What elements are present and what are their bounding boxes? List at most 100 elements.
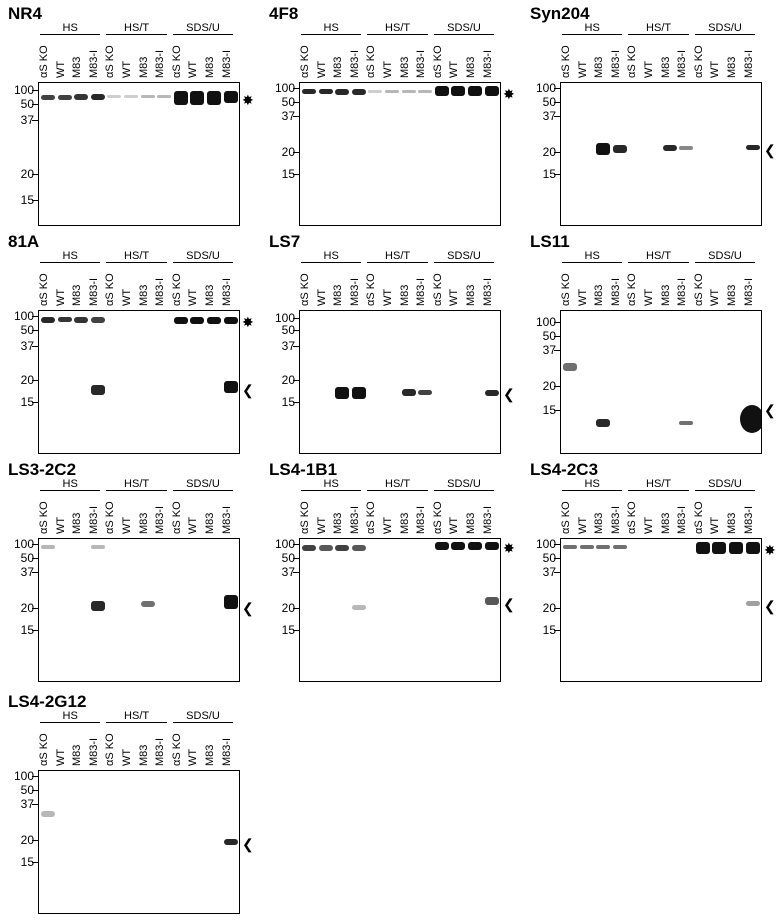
protein-band	[302, 89, 316, 94]
blot-image	[38, 82, 240, 226]
mw-marker-tick	[554, 386, 560, 387]
protein-band	[418, 90, 433, 93]
mw-marker-label: 100	[13, 537, 34, 551]
protein-band	[41, 811, 55, 817]
arrowhead-marker: ❮	[764, 142, 776, 158]
panel-title: 81A	[8, 232, 40, 251]
mw-marker-label: 37	[20, 113, 34, 127]
blot-panel: LS4-2C3 HS αS KO WT M83 M83-I HS/T αS KO WT M83 M8…	[526, 460, 776, 685]
lane-label: WT	[54, 60, 67, 78]
protein-band	[223, 839, 238, 845]
lane-label: αS KO	[626, 273, 639, 306]
protein-band	[596, 545, 611, 549]
protein-band	[679, 421, 694, 425]
group-label: HS	[40, 22, 101, 35]
panel-title: LS4-2C3	[530, 460, 599, 479]
lane-label: M83	[71, 512, 84, 534]
mw-marker-label: 100	[535, 81, 556, 95]
protein-band	[207, 317, 221, 324]
protein-band	[484, 86, 499, 96]
blot-panel: 4F8 HS αS KO WT M83 M83-I HS/T αS KO WT M83 M83-I S…	[265, 4, 515, 229]
protein-band	[41, 317, 55, 323]
lane-label: M83-I	[154, 277, 167, 306]
mw-marker-tick	[32, 402, 38, 403]
blot-image	[299, 82, 501, 226]
lane-label: M83	[332, 284, 345, 306]
lane-label: αS KO	[104, 273, 117, 306]
lane-label: WT	[54, 288, 67, 306]
lane-label: αS KO	[104, 733, 117, 766]
mw-marker-tick	[554, 608, 560, 609]
mw-marker-tick	[554, 558, 560, 559]
protein-band	[223, 595, 238, 609]
mw-marker-label: 100	[13, 83, 34, 97]
lane-label: WT	[709, 60, 722, 78]
mw-marker-label: 15	[281, 167, 295, 181]
blot-image	[299, 538, 501, 682]
panel-title: NR4	[8, 4, 43, 23]
lane-label: αS KO	[560, 273, 572, 306]
mw-marker-tick	[32, 630, 38, 631]
mw-marker-label: 20	[281, 373, 295, 387]
lane-label: M83	[204, 284, 216, 306]
panel-title: LS7	[269, 232, 301, 251]
mw-marker-tick	[554, 630, 560, 631]
lane-label: M83-I	[481, 277, 494, 306]
panel-title: LS11	[530, 232, 570, 251]
lane-label: M83	[398, 512, 411, 534]
arrowhead-marker: ❮	[764, 598, 776, 614]
panel-title: LS3-2C2	[8, 460, 77, 479]
lane-label: M83	[204, 56, 216, 78]
lane-label: WT	[382, 516, 394, 534]
panel-title: 4F8	[269, 4, 299, 23]
group-label: HS/T	[106, 710, 167, 723]
lane-label: αS KO	[626, 501, 639, 534]
protein-band	[107, 95, 122, 98]
mw-marker-tick	[554, 544, 560, 545]
mw-marker-label: 15	[542, 403, 556, 417]
protein-band	[401, 389, 416, 396]
protein-band	[612, 545, 627, 549]
lane-label: WT	[187, 748, 200, 766]
protein-band	[662, 145, 677, 151]
blot-panel: NR4 HS αS KO WT M83 M83-I HS/T αS KO WT M83 M83-I S…	[4, 4, 254, 229]
lane-label: M83	[398, 284, 411, 306]
group-label: SDS/U	[694, 22, 756, 35]
protein-band	[57, 317, 72, 322]
mw-marker-tick	[293, 630, 299, 631]
blot-panel: Syn204 HS αS KO WT M83 M83-I HS/T αS KO WT M83 M83…	[526, 4, 776, 229]
mw-marker-tick	[293, 380, 299, 381]
mw-marker-label: 15	[20, 623, 34, 637]
mw-marker-tick	[32, 544, 38, 545]
mw-marker-tick	[293, 116, 299, 117]
protein-band	[468, 86, 482, 96]
mw-marker-tick	[293, 346, 299, 347]
blot-panel: LS7 HS αS KO WT M83 M83-I HS/T αS KO WT M83 M83-I S…	[265, 232, 515, 457]
group-label: HS/T	[106, 22, 167, 35]
mw-marker-label: 15	[542, 623, 556, 637]
mw-marker-tick	[293, 318, 299, 319]
mw-marker-label: 20	[281, 145, 295, 159]
group-label: HS	[301, 478, 362, 491]
mw-marker-tick	[554, 88, 560, 89]
mw-marker-tick	[293, 608, 299, 609]
lane-label: M83-I	[154, 505, 167, 534]
lane-label: M83	[71, 284, 84, 306]
lane-label: WT	[315, 60, 328, 78]
mw-marker-tick	[554, 410, 560, 411]
protein-band	[739, 405, 761, 433]
lane-label: αS KO	[104, 45, 117, 78]
group-label: SDS/U	[172, 250, 234, 263]
group-label: SDS/U	[433, 22, 495, 35]
lane-label: WT	[54, 516, 67, 534]
lane-label: M83	[398, 56, 411, 78]
arrowhead-marker: ❮	[764, 402, 776, 418]
mw-marker-label: 50	[20, 323, 34, 337]
lane-label: WT	[643, 288, 655, 306]
lane-label: M83-I	[676, 277, 689, 306]
mw-marker-tick	[32, 558, 38, 559]
lane-label: αS KO	[560, 45, 572, 78]
blot-image	[38, 770, 240, 914]
lane-label: αS KO	[38, 733, 50, 766]
lane-label: M83	[593, 512, 606, 534]
